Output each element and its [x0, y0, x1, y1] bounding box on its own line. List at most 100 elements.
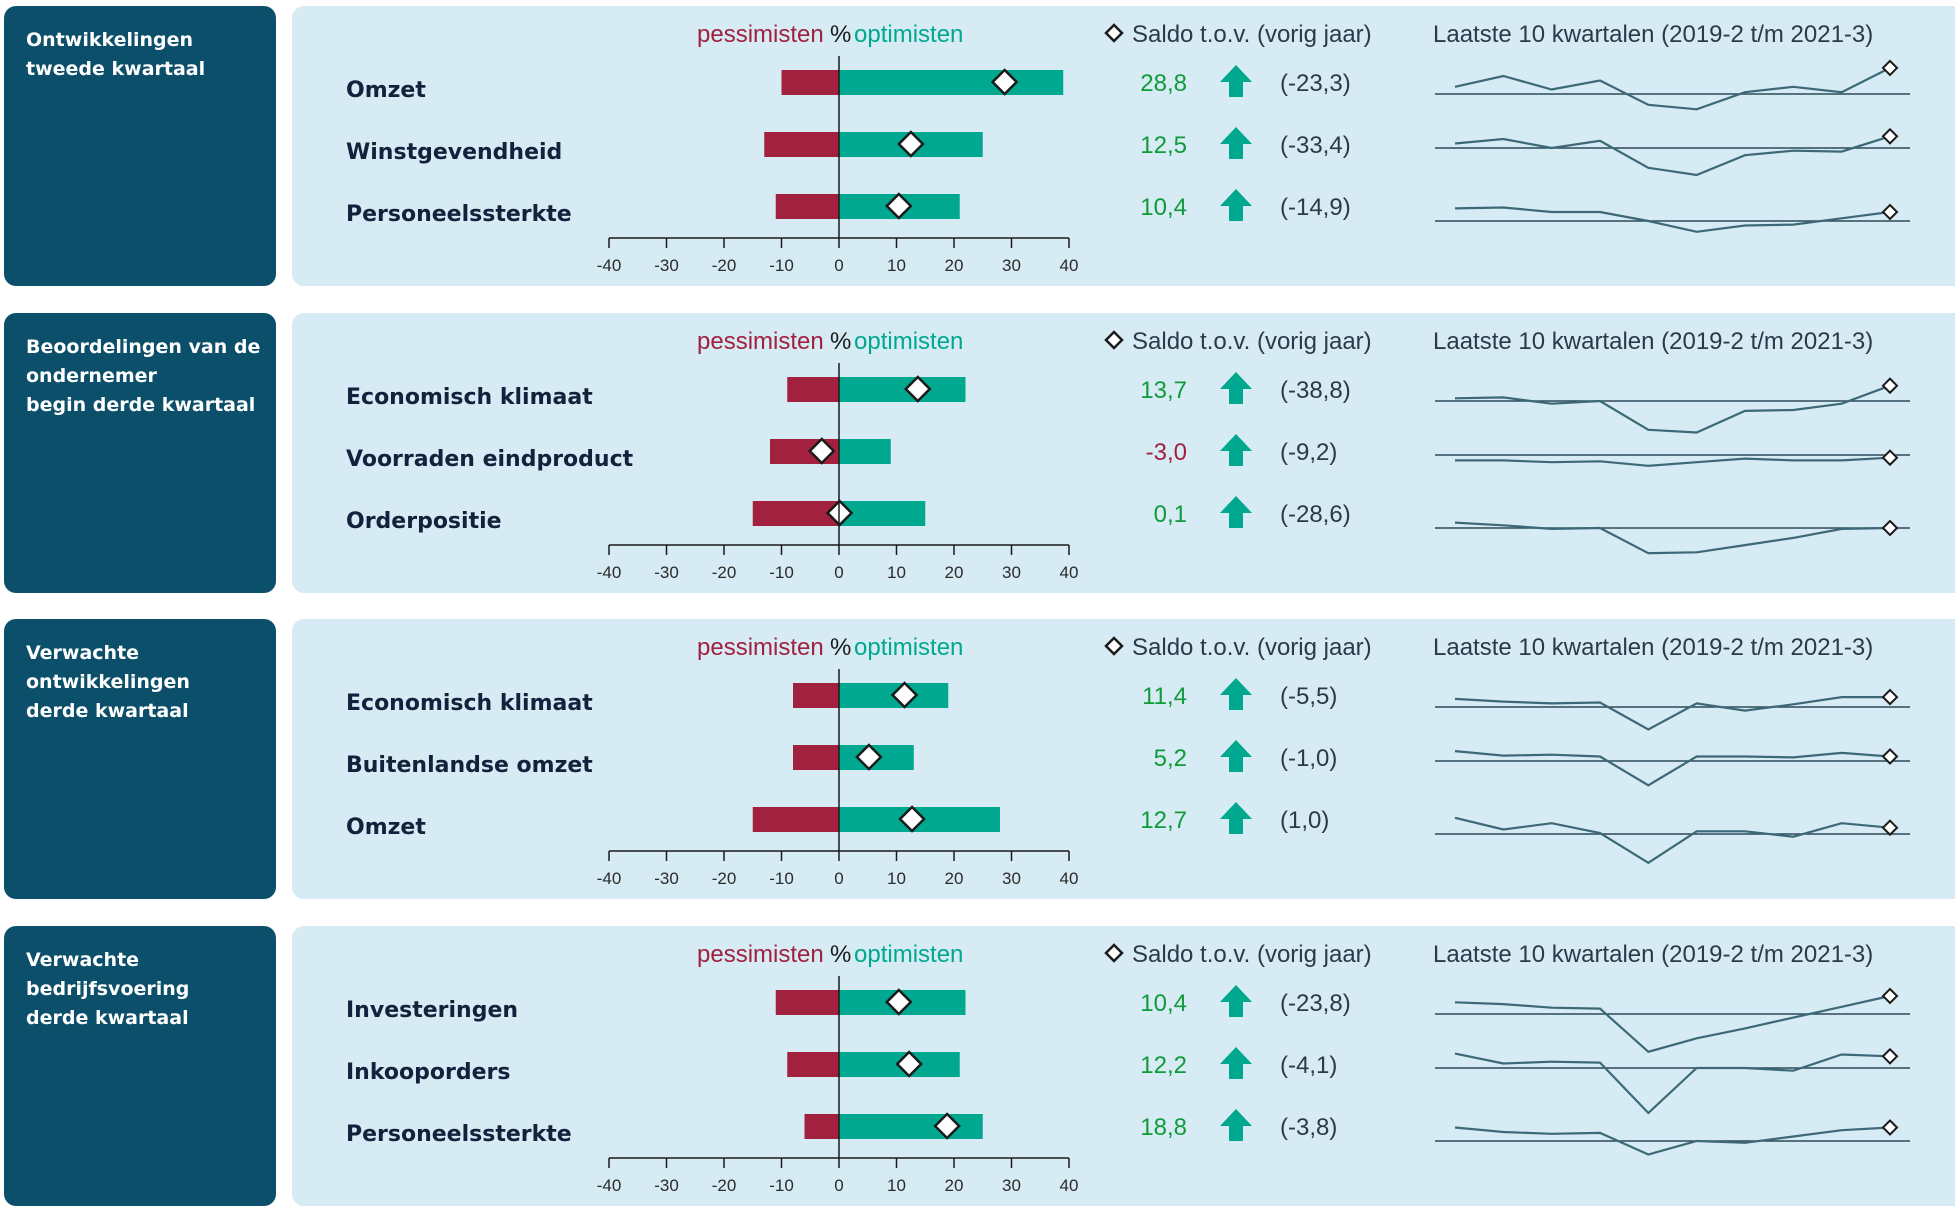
- section-title: Verwachte ontwikkelingen derde kwartaal: [26, 642, 190, 722]
- up-arrow-icon: [1220, 740, 1252, 772]
- legend-saldo-diamond-icon: [1104, 943, 1124, 963]
- sparkline-end-marker: [1881, 1047, 1899, 1065]
- previous-year-change: (-4,1): [1280, 1052, 1337, 1079]
- row-label: Voorraden eindproduct: [346, 447, 634, 472]
- x-tick-label: 10: [887, 256, 906, 275]
- x-tick-label: -40: [597, 869, 622, 888]
- x-tick-label: -10: [769, 563, 794, 582]
- x-tick-label: -20: [712, 869, 737, 888]
- section-3: Verwachte ontwikkelingen derde kwartaal p…: [0, 619, 1955, 899]
- up-arrow-icon: [1220, 802, 1252, 834]
- row-label: Winstgevendheid: [346, 140, 562, 165]
- legend-trend: Laatste 10 kwartalen (2019-2 t/m 2021-3): [1433, 21, 1873, 48]
- pessimist-bar: [781, 70, 839, 95]
- x-tick-label: -10: [769, 256, 794, 275]
- previous-year-change: (-14,9): [1280, 194, 1351, 221]
- sparkline: [1454, 384, 1891, 434]
- up-arrow-icon: [1220, 127, 1252, 159]
- saldo-marker: [898, 805, 926, 833]
- previous-year-change: (-3,8): [1280, 1114, 1337, 1141]
- sparkline: [1455, 456, 1891, 467]
- sparkline-end-marker: [1881, 819, 1899, 837]
- sparkline-end-marker: [1881, 449, 1899, 467]
- saldo-value: 12,7: [1140, 807, 1187, 834]
- sparkline: [1454, 1052, 1891, 1115]
- legend-saldo-diamond-icon: [1104, 330, 1124, 350]
- legend-pessimists: pessimisten: [697, 634, 824, 661]
- row-label: Omzet: [346, 815, 426, 840]
- saldo-value: 10,4: [1140, 194, 1187, 221]
- up-arrow-icon: [1220, 65, 1252, 97]
- x-tick-label: 0: [834, 1176, 843, 1195]
- row-label: Economisch klimaat: [346, 385, 593, 410]
- legend-saldo: Saldo t.o.v. (vorig jaar): [1132, 328, 1372, 355]
- section-4: Verwachte bedrijfsvoering derde kwartaal…: [0, 926, 1955, 1206]
- legend-percent: %: [830, 328, 851, 355]
- pessimist-bar: [793, 745, 839, 770]
- previous-year-change: (-23,8): [1280, 990, 1351, 1017]
- sparkline: [1454, 66, 1891, 111]
- x-tick-label: 40: [1060, 1176, 1079, 1195]
- sparkline: [1454, 750, 1891, 787]
- x-tick-label: -30: [654, 256, 679, 275]
- chart-svg: pessimisten% optimisten Saldo t.o.v. (vori…: [346, 941, 1910, 1195]
- sparkline-end-marker: [1881, 1119, 1899, 1136]
- saldo-marker: [990, 68, 1019, 96]
- saldo-value: 0,1: [1154, 501, 1187, 528]
- saldo-marker: [890, 681, 919, 709]
- sparkline-end-marker: [1881, 688, 1899, 706]
- saldo-value: 28,8: [1140, 70, 1187, 97]
- optimist-bar: [839, 501, 926, 526]
- pessimist-bar: [787, 377, 839, 402]
- sparkline: [1454, 695, 1890, 731]
- previous-year-change: (-1,0): [1280, 745, 1337, 772]
- sparkline-end-marker: [1881, 203, 1899, 221]
- section-header-box: Verwachte ontwikkelingen derde kwartaal: [4, 619, 276, 899]
- legend-pessimists: pessimisten: [697, 941, 824, 968]
- pessimist-bar: [752, 807, 839, 832]
- legend-pessimists: pessimisten: [697, 328, 824, 355]
- saldo-value: 11,4: [1142, 683, 1187, 710]
- previous-year-change: (-38,8): [1280, 377, 1351, 404]
- optimist-bar: [839, 439, 891, 464]
- x-tick-label: 10: [887, 869, 906, 888]
- section-title: Beoordelingen van de ondernemer begin de…: [26, 336, 261, 416]
- saldo-value: 12,2: [1140, 1052, 1187, 1079]
- x-tick-label: -10: [769, 869, 794, 888]
- legend-optimists: optimisten: [854, 941, 963, 968]
- section-panel: pessimisten% optimisten Saldo t.o.v. (vori…: [292, 313, 1955, 593]
- legend-pessimists: pessimisten: [697, 21, 824, 48]
- legend-optimists: optimisten: [854, 634, 963, 661]
- pessimist-bar: [764, 132, 839, 157]
- up-arrow-icon: [1220, 1047, 1252, 1079]
- row-label: Inkooporders: [346, 1060, 510, 1085]
- sparkline-end-marker: [1881, 987, 1899, 1005]
- sparkline-end-marker: [1881, 127, 1899, 145]
- row-label: Omzet: [346, 78, 426, 103]
- saldo-value: 5,2: [1154, 745, 1187, 772]
- saldo-value: 10,4: [1140, 990, 1187, 1017]
- x-tick-label: 30: [1002, 563, 1021, 582]
- up-arrow-icon: [1220, 678, 1252, 710]
- row-label: Buitenlandse omzet: [346, 753, 593, 778]
- x-tick-label: 30: [1002, 256, 1021, 275]
- pessimist-bar: [787, 1052, 839, 1077]
- up-arrow-icon: [1220, 496, 1252, 528]
- legend-trend: Laatste 10 kwartalen (2019-2 t/m 2021-3): [1433, 941, 1873, 968]
- previous-year-change: (-28,6): [1280, 501, 1351, 528]
- section-header-box: Beoordelingen van de ondernemer begin de…: [4, 313, 276, 593]
- row-label: Orderpositie: [346, 509, 502, 534]
- previous-year-change: (-9,2): [1280, 439, 1337, 466]
- x-tick-label: 0: [834, 256, 843, 275]
- chart-svg: pessimisten% optimisten Saldo t.o.v. (vori…: [346, 328, 1910, 582]
- x-tick-label: -30: [654, 1176, 679, 1195]
- legend-saldo-diamond-icon: [1104, 636, 1124, 656]
- x-tick-label: -20: [712, 563, 737, 582]
- x-tick-label: 10: [887, 563, 906, 582]
- chart-svg: pessimisten% optimisten Saldo t.o.v. (vori…: [346, 634, 1910, 888]
- sparkline-end-marker: [1881, 748, 1899, 765]
- x-tick-label: -30: [654, 563, 679, 582]
- x-tick-label: 20: [945, 256, 964, 275]
- up-arrow-icon: [1220, 189, 1252, 221]
- legend-percent: %: [830, 21, 851, 48]
